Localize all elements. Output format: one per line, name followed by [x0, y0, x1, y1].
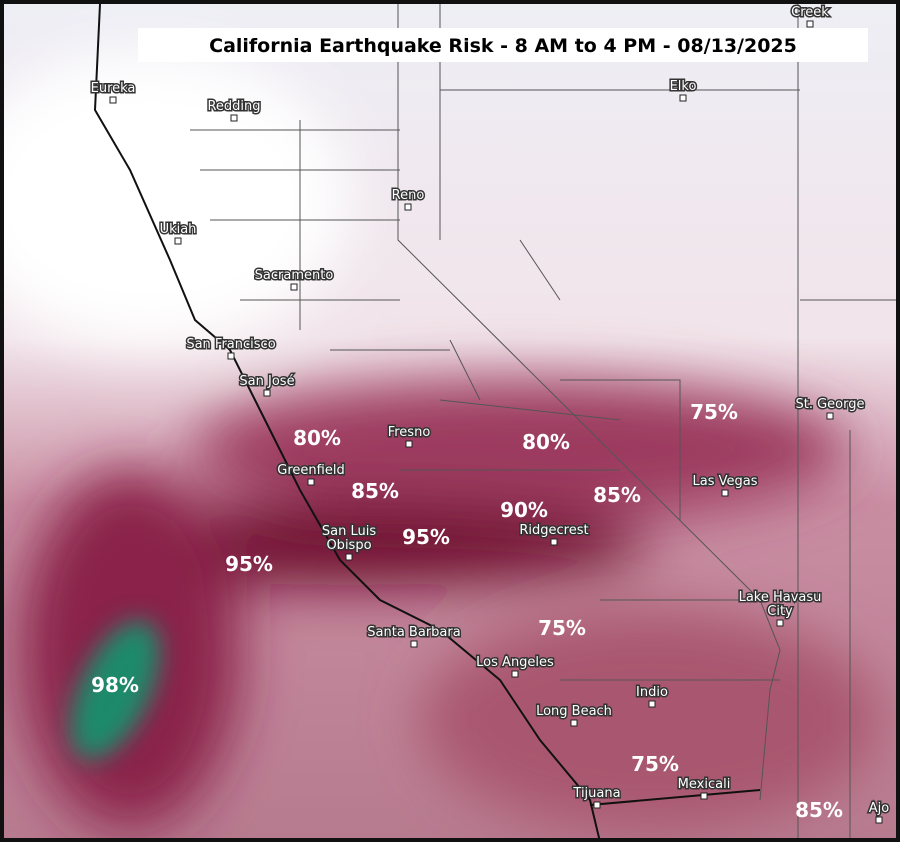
- city-marker: [570, 719, 578, 727]
- city-label: St. George: [795, 397, 864, 412]
- city-marker: [593, 801, 601, 809]
- risk-label: 85%: [795, 798, 843, 822]
- city-label: Lake Havasu: [739, 590, 822, 605]
- risk-label: 75%: [690, 400, 738, 424]
- cities: Creek Eureka Redding Elko Reno Ukiah Sacrament…: [89, 4, 891, 824]
- city-label: Creek: [791, 5, 829, 20]
- city-marker: [404, 203, 412, 211]
- city-marker: [875, 816, 883, 824]
- city-marker: [679, 94, 687, 102]
- city-marker: [307, 478, 315, 486]
- city-label: San Luis: [322, 524, 376, 539]
- border-mexico: [589, 789, 761, 806]
- city-marker: [410, 640, 418, 648]
- city-marker: [109, 96, 117, 104]
- city-label: Eureka: [91, 81, 136, 96]
- city-label: Greenfield: [277, 463, 344, 478]
- city-marker: [806, 20, 814, 28]
- city-marker: [826, 412, 834, 420]
- city-label: City: [767, 604, 793, 619]
- city-label: Elko: [670, 79, 697, 94]
- city-marker: [776, 619, 784, 627]
- risk-label: 75%: [631, 752, 679, 776]
- city-marker: [721, 489, 729, 497]
- risk-label: 80%: [522, 430, 570, 454]
- city-label: Mexicali: [678, 777, 731, 792]
- coastline: [93, 3, 601, 842]
- city-label: Los Angeles: [476, 655, 554, 670]
- city-label: Long Beach: [536, 704, 612, 719]
- city-label: Santa Barbara: [367, 625, 460, 640]
- risk-label: 75%: [538, 616, 586, 640]
- risk-label: 98%: [91, 673, 139, 697]
- city-marker: [648, 700, 656, 708]
- risk-label: 95%: [402, 525, 450, 549]
- city-marker: [345, 553, 353, 561]
- city-label: Obispo: [326, 538, 371, 553]
- city-marker: [550, 538, 558, 546]
- city-marker: [290, 283, 298, 291]
- city-label: Reno: [392, 188, 425, 203]
- city-label: San Francisco: [186, 337, 275, 352]
- borders: [93, 3, 900, 842]
- city-label: Tijuana: [572, 786, 620, 801]
- city-label: Sacramento: [255, 268, 334, 283]
- title: California Earthquake Risk - 8 AM to 4 P…: [209, 35, 797, 57]
- city-label: Indio: [636, 685, 668, 700]
- city-marker: [405, 440, 413, 448]
- city-label: Ridgecrest: [519, 523, 588, 538]
- city-marker: [227, 352, 235, 360]
- risk-label: 90%: [500, 498, 548, 522]
- risk-label: 85%: [351, 479, 399, 503]
- risk-label: 85%: [593, 483, 641, 507]
- title-box: [138, 28, 868, 62]
- city-marker: [174, 237, 182, 245]
- risk-label: 80%: [293, 426, 341, 450]
- high-risk-core: [70, 620, 160, 760]
- city-label: Redding: [207, 99, 260, 114]
- city-label: Ukiah: [160, 222, 197, 237]
- city-label: Fresno: [388, 425, 431, 440]
- city-label: Ajo: [869, 801, 890, 816]
- city-marker: [263, 389, 271, 397]
- city-label: Las Vegas: [693, 474, 758, 489]
- city-label: San José: [239, 374, 294, 389]
- risk-label: 95%: [225, 552, 273, 576]
- risk-shading: [0, 50, 880, 830]
- city-marker: [230, 114, 238, 122]
- city-marker: [700, 792, 708, 800]
- risk-labels: 80% 80% 75% 85% 85% 90% 95% 95% 75% 98% 75% 85%: [91, 400, 843, 822]
- city-marker: [511, 670, 519, 678]
